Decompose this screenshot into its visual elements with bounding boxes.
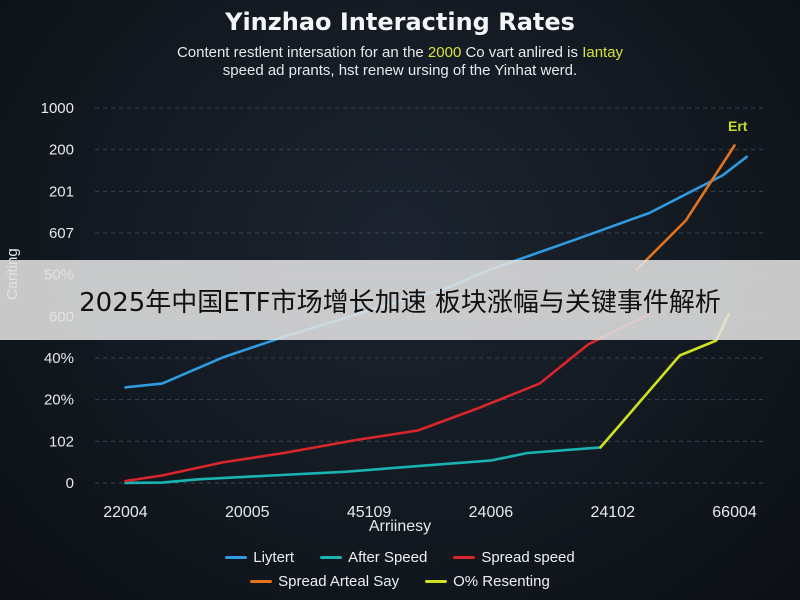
x-tick-label: 24006: [469, 504, 514, 521]
subtitle-part: Co vart anlired is: [465, 44, 579, 61]
y-tick-label: 607: [49, 225, 74, 242]
overlay-banner-text: 2025年中国ETF市场增长加速 板块涨幅与关键事件解析: [79, 287, 721, 318]
legend-label: Liytert: [253, 548, 295, 566]
y-tick-label: 20%: [44, 392, 74, 409]
chart-subtitle: Content restlent intersation for an the …: [0, 44, 800, 80]
y-tick-label: 102: [49, 433, 74, 450]
legend-label: After Speed: [348, 548, 428, 566]
x-tick-label: 20005: [225, 504, 270, 521]
y-tick-label: 40%: [44, 350, 74, 367]
y-tick-label: 201: [49, 183, 74, 200]
x-tick-label: 22004: [103, 504, 148, 521]
chart-title: Yinzhao Interacting Rates: [225, 8, 575, 36]
subtitle-part: Content restlent intersation for an the: [176, 44, 424, 61]
x-tick-label: 66004: [712, 504, 757, 521]
y-tick-label: 0: [66, 475, 74, 492]
series-line: [635, 144, 736, 271]
legend-row: Spread Arteal Say O% Resenting: [0, 569, 800, 593]
legend-swatch: [453, 555, 476, 559]
overlay-banner: 2025年中国ETF市场增长加速 板块涨幅与关键事件解析: [0, 260, 800, 340]
series-line: [124, 446, 602, 485]
x-axis-label: Arriinesy: [368, 518, 432, 535]
chart-legend: Liytert After Speed Spread speed Spread Ar…: [0, 545, 800, 593]
legend-item: Spread speed: [453, 548, 575, 566]
legend-item: After Speed: [320, 549, 427, 566]
legend-row: Liytert After Speed Spread speed: [0, 545, 800, 569]
legend-label: O% Resenting: [453, 572, 550, 590]
legend-item: Spread Arteal Say: [250, 573, 399, 590]
x-tick-label: 45109: [347, 504, 392, 521]
legend-swatch: [225, 555, 248, 559]
legend-item: Liytert: [225, 549, 294, 566]
series-end-tag: Ert: [728, 118, 748, 134]
legend-label: Spread Arteal Say: [278, 572, 400, 590]
subtitle-highlight: Iantay: [582, 44, 624, 61]
legend-swatch: [250, 579, 273, 583]
subtitle-highlight: 2000: [427, 44, 462, 61]
y-tick-label: 200: [49, 142, 74, 159]
legend-swatch: [320, 555, 343, 559]
subtitle-line-2: speed ad prants, hst renew ursing of the…: [222, 62, 578, 79]
series-line: [124, 312, 651, 483]
legend-swatch: [425, 579, 448, 583]
x-tick-label: 24102: [590, 504, 635, 521]
legend-item: O% Resenting: [425, 573, 550, 590]
legend-label: Spread speed: [481, 548, 575, 566]
y-tick-label: 1000: [41, 100, 74, 117]
